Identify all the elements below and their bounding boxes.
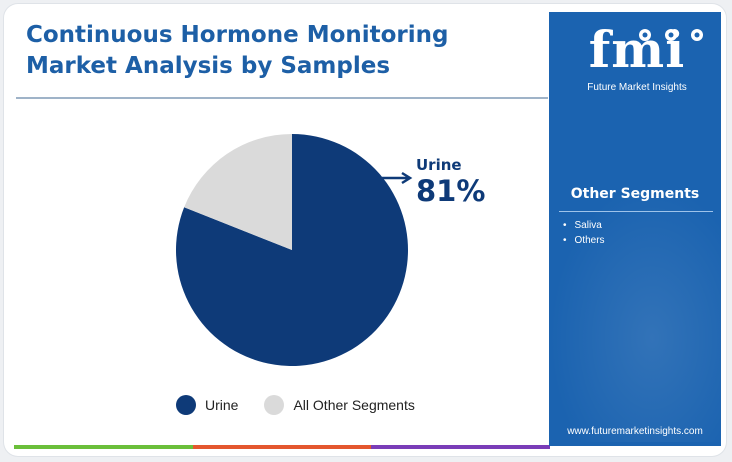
- callout-arrow: [382, 171, 413, 185]
- logo-caption: Future Market Insights: [587, 82, 687, 93]
- list-item: Others: [563, 233, 605, 248]
- legend-item-other: All Other Segments: [264, 395, 415, 415]
- callout-value: 81%: [416, 174, 486, 208]
- chart-title: Continuous Hormone Monitoring Market Ana…: [26, 20, 546, 82]
- legend-label-other: All Other Segments: [293, 397, 415, 413]
- title-line-1: Continuous Hormone Monitoring: [26, 22, 449, 48]
- title-line-2: Market Analysis by Samples: [26, 53, 391, 79]
- callout-label: Urine: [416, 156, 462, 174]
- pie-slice-urine: [176, 134, 409, 366]
- other-segments-heading: Other Segments: [570, 186, 700, 202]
- list-item: Saliva: [563, 218, 605, 233]
- title-divider: [16, 97, 548, 99]
- legend-swatch-other: [264, 395, 285, 415]
- bar-segment-orange: [192, 445, 372, 449]
- fmi-logo: fmi Future Market Insights: [567, 20, 707, 104]
- pie-chart-area: [4, 104, 549, 434]
- chart-legend: Urine All Other Segments: [176, 393, 441, 417]
- logo-people-icon: [639, 29, 703, 41]
- panel-divider: [559, 211, 713, 212]
- bar-segment-purple: [371, 445, 551, 449]
- pie-slice-all-other-segments: [184, 134, 292, 250]
- infographic-card: Continuous Hormone Monitoring Market Ana…: [4, 4, 726, 456]
- legend-label-urine: Urine: [205, 397, 239, 413]
- legend-swatch-urine: [176, 395, 196, 415]
- bottom-color-bar: [14, 445, 551, 449]
- legend-item-urine: Urine: [176, 395, 238, 415]
- other-segments-list: Saliva Others: [563, 218, 605, 248]
- pie-chart: [176, 134, 413, 366]
- website-url: www.futuremarketinsights.com: [567, 426, 703, 437]
- side-panel: fmi Future Market Insights Other Segment…: [549, 12, 721, 446]
- bar-segment-green: [14, 445, 193, 449]
